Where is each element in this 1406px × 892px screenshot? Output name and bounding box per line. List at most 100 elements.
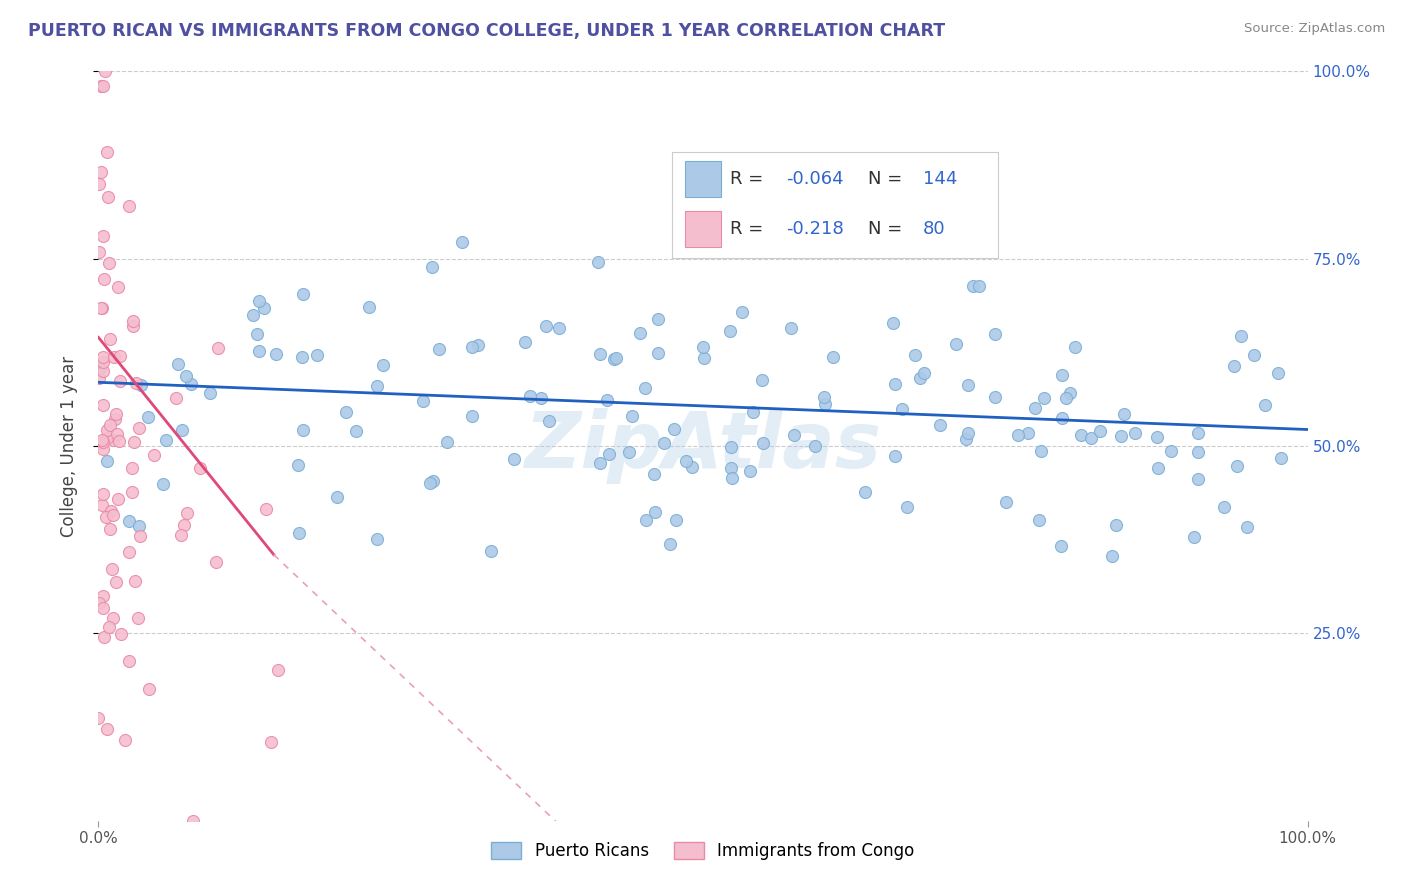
Point xyxy=(643,467,665,481)
Point xyxy=(305,348,328,362)
Point xyxy=(1270,450,1292,465)
Point xyxy=(882,316,904,330)
Point xyxy=(101,433,124,447)
Point xyxy=(122,313,145,327)
Point xyxy=(96,453,118,467)
Point xyxy=(908,371,931,385)
Point xyxy=(422,474,444,488)
Point xyxy=(91,442,114,457)
Point xyxy=(548,321,571,335)
Point xyxy=(89,436,111,450)
Point xyxy=(427,342,450,356)
Point xyxy=(586,255,609,269)
Point xyxy=(957,426,980,441)
Point xyxy=(1160,444,1182,458)
Point xyxy=(100,561,122,575)
Point xyxy=(983,326,1005,341)
Point xyxy=(1187,471,1209,485)
Point xyxy=(589,456,612,470)
Point xyxy=(91,350,114,364)
Y-axis label: College, Under 1 year: College, Under 1 year xyxy=(59,355,77,537)
Text: N =: N = xyxy=(868,170,908,188)
Point xyxy=(165,392,187,406)
Point xyxy=(662,421,685,435)
Point xyxy=(634,513,657,527)
Point xyxy=(104,412,127,426)
Point xyxy=(107,491,129,506)
Point xyxy=(87,596,110,610)
Point xyxy=(665,513,688,527)
Point xyxy=(731,305,754,319)
Point xyxy=(105,426,128,441)
Point xyxy=(136,410,159,425)
Point xyxy=(1064,340,1087,354)
Text: 80: 80 xyxy=(924,220,946,238)
Point xyxy=(91,487,114,501)
Point xyxy=(117,514,139,528)
Point xyxy=(1213,500,1236,514)
Point xyxy=(121,485,143,500)
Point xyxy=(1187,445,1209,459)
Point xyxy=(89,361,111,376)
Point xyxy=(967,279,990,293)
Point xyxy=(371,358,394,372)
Point xyxy=(204,555,226,569)
Point xyxy=(254,502,277,516)
Point xyxy=(366,533,388,547)
Point xyxy=(117,545,139,559)
Bar xyxy=(685,211,720,247)
Point xyxy=(96,722,118,736)
Point xyxy=(804,439,827,453)
Point xyxy=(260,734,283,748)
Point xyxy=(962,278,984,293)
Point xyxy=(1114,407,1136,421)
Point xyxy=(479,544,502,558)
Point xyxy=(1109,429,1132,443)
Point xyxy=(813,397,835,411)
Point xyxy=(855,485,877,500)
Point xyxy=(249,344,271,359)
Point xyxy=(1070,428,1092,442)
Point xyxy=(721,470,744,484)
Point xyxy=(1088,424,1111,438)
Point xyxy=(94,509,117,524)
Point xyxy=(170,528,193,542)
Point xyxy=(675,454,697,468)
Point xyxy=(896,500,918,514)
Point xyxy=(652,436,675,450)
Point xyxy=(291,286,314,301)
Point xyxy=(91,363,114,377)
Text: N =: N = xyxy=(868,220,908,238)
Point xyxy=(813,390,835,404)
Point xyxy=(287,526,309,541)
Point xyxy=(98,418,121,433)
Point xyxy=(266,346,288,360)
Point xyxy=(628,326,651,340)
Point xyxy=(1059,386,1081,401)
Point xyxy=(104,574,127,589)
Point xyxy=(461,340,484,354)
Point xyxy=(536,319,558,334)
Point xyxy=(118,654,141,668)
Point xyxy=(188,460,211,475)
Point xyxy=(1007,428,1029,442)
Point xyxy=(1080,430,1102,444)
Point xyxy=(142,448,165,462)
Point xyxy=(91,79,114,94)
Point xyxy=(412,393,434,408)
Point xyxy=(467,338,489,352)
Point xyxy=(96,423,118,437)
Point xyxy=(98,331,121,345)
Point xyxy=(1243,348,1265,362)
Point xyxy=(1267,366,1289,380)
Point xyxy=(87,711,110,725)
Point xyxy=(1230,328,1253,343)
Point xyxy=(93,272,115,286)
Point xyxy=(155,434,177,448)
Point xyxy=(105,407,128,421)
Point xyxy=(1236,520,1258,534)
Point xyxy=(346,425,368,439)
Point xyxy=(945,337,967,351)
Point xyxy=(519,389,541,403)
Point xyxy=(198,386,221,401)
